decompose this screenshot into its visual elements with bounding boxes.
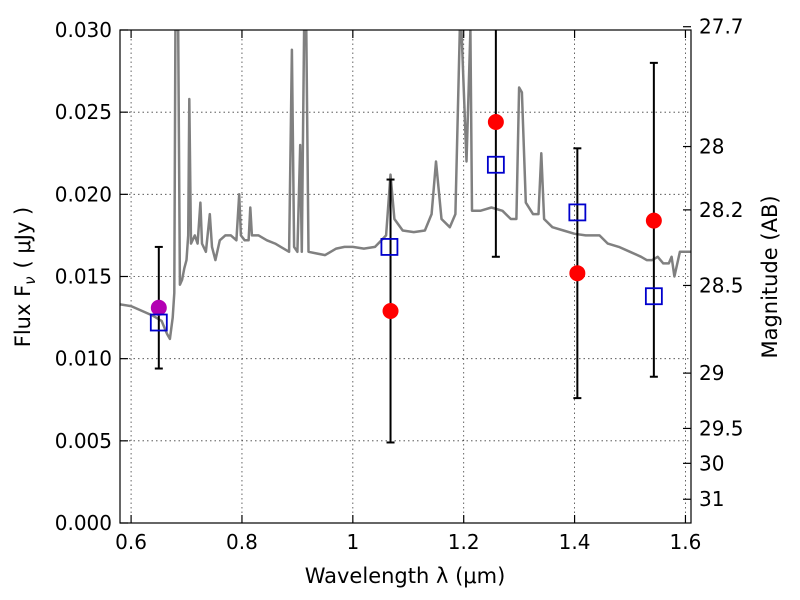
y-axis-label-unit: ( μJy ): [11, 207, 35, 269]
magnitude-tick-label: 28.5: [699, 273, 744, 297]
observed-point: [645, 212, 662, 229]
x-tick-label: 1.2: [448, 530, 480, 554]
y-tick-label: 0.030: [55, 18, 112, 42]
y-tick-label: 0.020: [55, 182, 112, 206]
magnitude-tick-label: 28.2: [699, 198, 744, 222]
data-points-layer: [149, 30, 663, 444]
observed-point: [487, 114, 504, 131]
observed-point: [382, 303, 399, 320]
axis-ticks: 0.6 0.8 1 1.2 1.4 1.6 0.000 0.005 0.010 0.015 0.02…: [55, 15, 744, 554]
model-flux-square: [486, 155, 505, 174]
y-tick-label: 0.000: [55, 511, 112, 535]
grid-lines: [120, 29, 691, 524]
magnitude-tick-label: 31: [699, 487, 724, 511]
model-flux-square: [644, 287, 663, 306]
y-tick-label: 0.015: [55, 265, 112, 289]
template-spectrum-layer: [120, 30, 691, 341]
magnitude-tick-label: 30: [699, 451, 724, 475]
model-flux-square: [149, 313, 168, 332]
y-tick-label: 0.005: [55, 429, 112, 453]
x-tick-label: 0.6: [115, 530, 147, 554]
y-axis-label-group: Flux Fν ( μJy ): [11, 207, 39, 348]
y-axis-label-subscript: ν: [21, 276, 39, 284]
magnitude-tick-label: 29.5: [699, 416, 744, 440]
y-axis-label-main: Flux F: [11, 285, 35, 347]
y-tick-label: 0.010: [55, 347, 112, 371]
x-tick-label: 1.6: [670, 530, 702, 554]
template-spectrum-line: [120, 30, 691, 341]
observed-optical-point: [150, 299, 167, 316]
x-tick-label: 1: [346, 530, 359, 554]
y-axis-label: Flux Fν ( μJy ): [11, 207, 39, 348]
observed-point: [569, 265, 586, 282]
x-axis-label: Wavelength λ (μm): [305, 564, 506, 588]
right-axis-label: Magnitude (AB): [758, 195, 782, 358]
y-tick-label: 0.025: [55, 100, 112, 124]
model-flux-square: [568, 203, 587, 222]
magnitude-tick-label: 29: [699, 361, 724, 385]
magnitude-tick-label: 27.7: [699, 15, 744, 39]
x-tick-label: 1.4: [559, 530, 591, 554]
x-tick-label: 0.8: [226, 530, 258, 554]
model-flux-square: [380, 238, 399, 256]
magnitude-tick-label: 28: [699, 135, 724, 159]
